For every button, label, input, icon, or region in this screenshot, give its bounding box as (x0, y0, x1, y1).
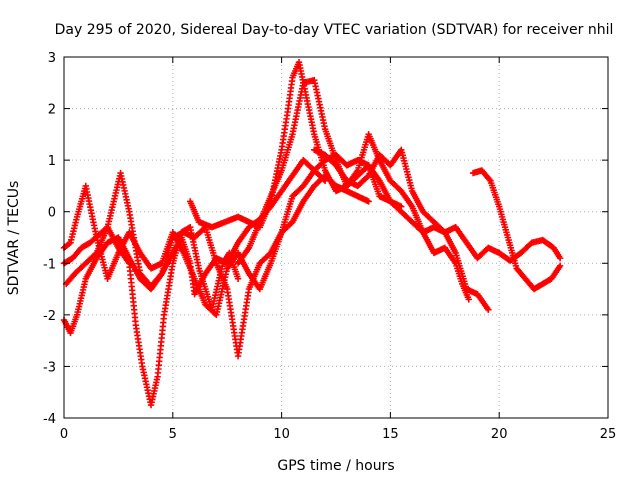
x-tick-label: 15 (382, 427, 399, 442)
data-point (92, 250, 99, 258)
chart-title: Day 295 of 2020, Sidereal Day-to-day VTE… (55, 22, 614, 38)
x-tick-label: 0 (60, 427, 68, 442)
y-tick-label: 1 (48, 154, 56, 169)
data-point (66, 240, 73, 247)
data-point (556, 254, 564, 262)
y-tick-label: 2 (48, 103, 56, 118)
series-track-6 (234, 77, 472, 303)
series-track-8 (469, 167, 564, 293)
y-tick-label: -4 (43, 412, 56, 427)
data-point (365, 198, 372, 205)
x-tick-label: 5 (169, 427, 177, 442)
data-point (157, 271, 165, 279)
series-track-5 (187, 58, 492, 313)
y-tick-label: 3 (48, 51, 56, 66)
series-track-4 (62, 223, 242, 409)
grid-lines (64, 57, 608, 418)
plot-frame (63, 56, 609, 419)
data-markers (60, 58, 564, 409)
series-track-2 (60, 169, 372, 360)
x-tick-label: 20 (491, 427, 508, 442)
series-track-7 (311, 146, 564, 264)
data-point (485, 306, 492, 313)
data-point (234, 275, 242, 282)
y-tick-label: -1 (43, 257, 56, 272)
data-point (486, 176, 493, 183)
x-tick-label: 25 (600, 427, 617, 442)
x-tick-label: 10 (273, 427, 290, 442)
y-tick-label: -2 (43, 309, 56, 324)
data-point (465, 296, 472, 303)
x-axis-label: GPS time / hours (277, 458, 394, 474)
data-point (556, 262, 564, 270)
y-tick-label: -3 (43, 360, 56, 375)
y-tick-label: 0 (48, 206, 56, 221)
y-axis-label: SDTVAR / TECUs (6, 181, 22, 296)
axis-ticks (63, 56, 609, 419)
tick-labels: 0 5 10 15 20 25 -4 -3 -2 -1 0 1 2 3 (43, 51, 616, 442)
